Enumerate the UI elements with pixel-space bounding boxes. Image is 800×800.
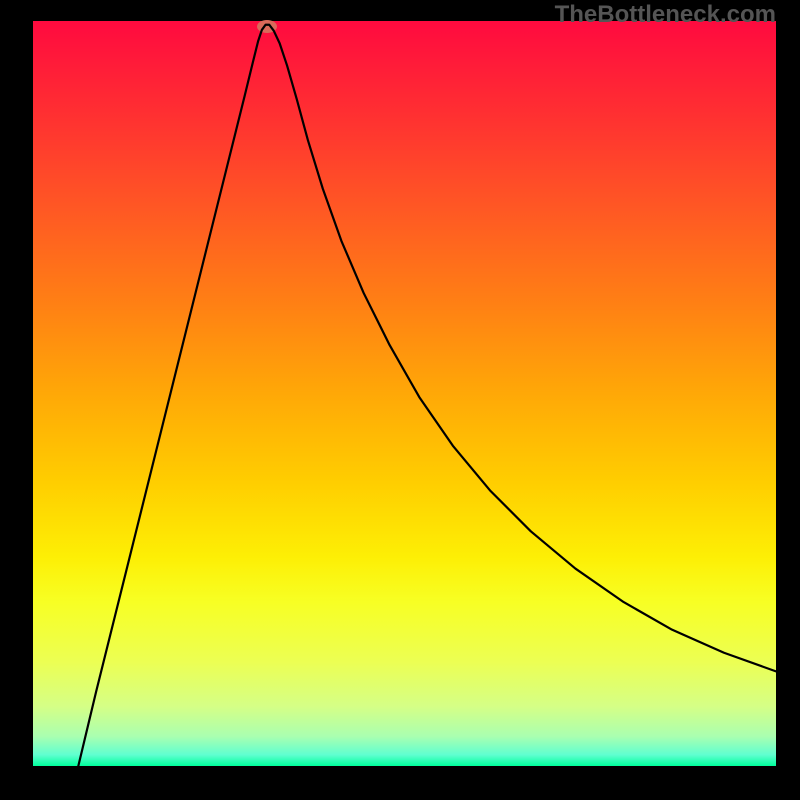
plot-area: [33, 21, 776, 766]
curve-layer: [33, 21, 776, 766]
bottleneck-curve: [78, 25, 776, 766]
chart-container: TheBottleneck.com: [0, 0, 800, 800]
watermark-text: TheBottleneck.com: [555, 1, 776, 29]
